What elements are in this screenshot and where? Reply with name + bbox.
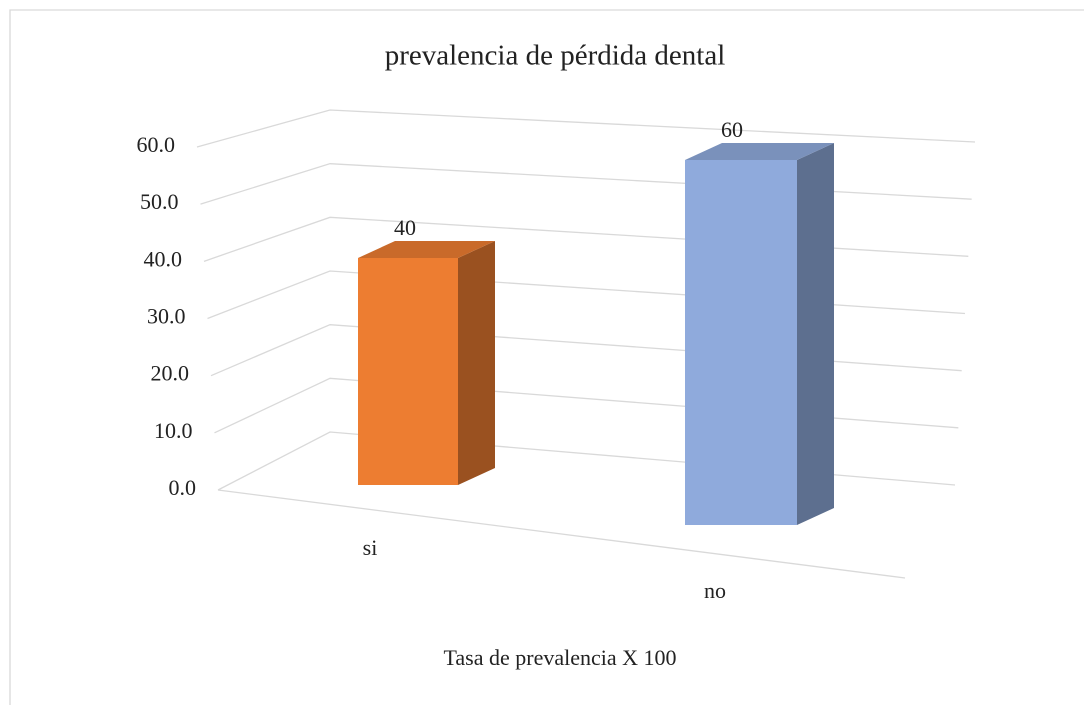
data-label: 40 [394, 215, 416, 240]
y-tick-label: 40.0 [144, 246, 183, 271]
grid-line [210, 324, 962, 377]
chart-title: prevalencia de pérdida dental [385, 40, 726, 72]
x-tick-label: si [363, 535, 378, 560]
y-tick-label: 0.0 [169, 475, 197, 500]
grid-line [214, 377, 959, 434]
grid-line [217, 431, 956, 491]
floor-line [217, 489, 906, 579]
data-label: 60 [721, 117, 743, 142]
y-tick-label: 10.0 [154, 418, 193, 443]
grid-line [207, 270, 966, 320]
y-tick-label: 60.0 [137, 132, 176, 157]
y-tick-label: 50.0 [140, 189, 179, 214]
grid-line [196, 109, 976, 148]
bar [685, 160, 797, 525]
bar-side [797, 143, 834, 525]
y-tick-label: 30.0 [147, 304, 186, 329]
x-axis-title: Tasa de prevalencia X 100 [443, 645, 676, 670]
frame [9, 9, 1084, 705]
bar [358, 258, 458, 485]
grid-line [200, 163, 972, 205]
y-tick-label: 20.0 [151, 361, 190, 386]
x-tick-label: no [704, 578, 726, 603]
bar-top [358, 241, 495, 258]
grid-line [203, 216, 969, 262]
bar-side [458, 241, 495, 485]
bar-top [685, 143, 834, 160]
